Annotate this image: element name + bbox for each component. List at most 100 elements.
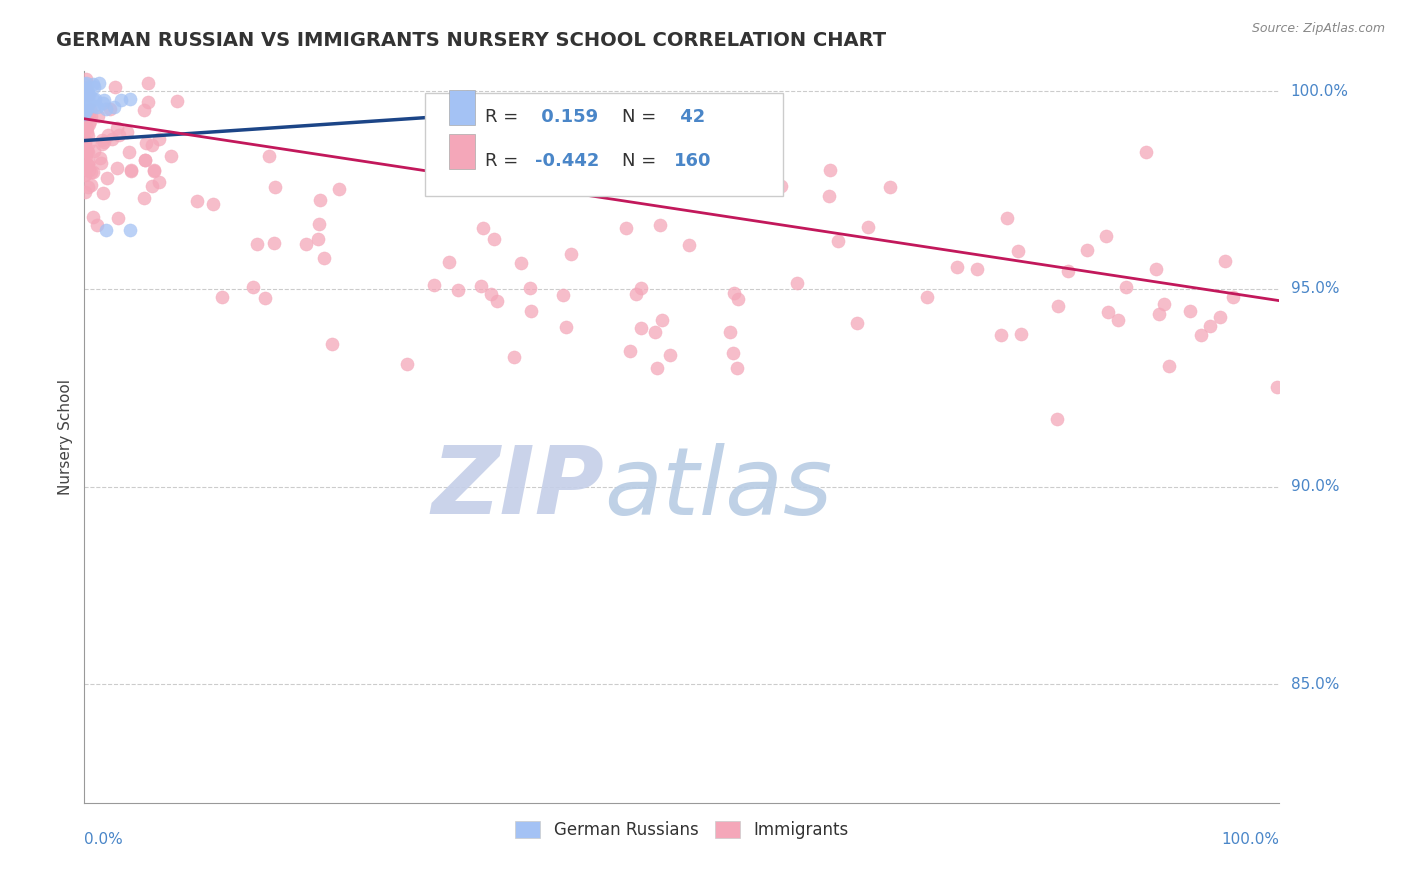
Point (242, 279, 264, 293)
Point (725, 360, 748, 375)
Point (761, 151, 783, 165)
Point (91, 186, 114, 201)
Point (120, 163, 142, 178)
Point (479, 287, 502, 301)
Point (246, 237, 269, 252)
Point (1076, 243, 1098, 257)
Point (134, 153, 156, 167)
Point (96, 170, 118, 185)
Point (295, 237, 318, 252)
Point (486, 294, 509, 309)
Point (76, 85, 98, 99)
Point (91, 96, 114, 111)
Point (1094, 229, 1116, 244)
Point (76, 81, 98, 95)
Point (89, 151, 111, 165)
Point (101, 131, 124, 145)
Point (786, 277, 808, 291)
Point (73, 131, 96, 145)
Point (98, 103, 121, 117)
Point (141, 178, 163, 193)
Point (1097, 305, 1119, 319)
Point (1209, 310, 1232, 324)
Point (75, 72, 97, 87)
Point (90, 155, 112, 169)
Point (437, 254, 460, 268)
Point (75, 95, 97, 110)
Point (73, 77, 96, 91)
Point (73, 160, 96, 174)
Text: ZIP: ZIP (432, 442, 605, 534)
Point (945, 260, 967, 275)
Point (79, 102, 101, 116)
Point (77, 87, 100, 102)
Point (73, 87, 96, 102)
Point (75, 81, 97, 95)
Point (1107, 312, 1129, 326)
Text: R =: R = (485, 108, 523, 126)
Point (73, 97, 96, 112)
Point (82, 92, 104, 106)
Point (80, 178, 103, 193)
Text: Source: ZipAtlas.com: Source: ZipAtlas.com (1251, 22, 1385, 36)
Point (83, 144, 105, 158)
Point (79, 113, 101, 128)
Point (75, 103, 97, 118)
Point (83, 99, 105, 113)
Point (1135, 145, 1157, 159)
Point (77, 158, 100, 172)
FancyBboxPatch shape (425, 94, 783, 195)
Point (614, 221, 637, 235)
Point (75, 96, 97, 111)
Text: 95.0%: 95.0% (1291, 281, 1339, 296)
Point (551, 287, 574, 301)
Point (263, 236, 285, 251)
Point (503, 350, 526, 364)
Point (520, 303, 543, 318)
Point (75, 85, 97, 99)
Point (519, 281, 541, 295)
Point (117, 125, 139, 139)
Point (166, 95, 188, 109)
Point (75, 136, 97, 151)
Point (148, 132, 170, 146)
Point (94, 222, 117, 236)
Text: 100.0%: 100.0% (1222, 832, 1279, 847)
Point (77, 145, 100, 160)
Point (135, 136, 157, 150)
Point (995, 211, 1018, 225)
Point (105, 161, 128, 175)
Point (211, 290, 233, 304)
Point (818, 162, 841, 177)
Point (76, 144, 98, 158)
Point (723, 285, 745, 300)
Point (134, 153, 156, 167)
Point (96, 103, 118, 117)
Point (73, 87, 96, 102)
Point (77, 129, 100, 144)
Point (645, 360, 668, 375)
Point (1267, 380, 1289, 394)
Point (259, 149, 281, 163)
Point (312, 251, 335, 265)
Point (1010, 326, 1032, 341)
Point (856, 219, 879, 234)
Point (1147, 307, 1170, 321)
Point (560, 247, 582, 261)
Point (75, 120, 97, 134)
Point (141, 138, 163, 153)
Point (93, 93, 115, 107)
Point (77, 107, 100, 121)
Point (105, 121, 128, 136)
Text: 85.0%: 85.0% (1291, 677, 1339, 691)
Point (75, 185, 97, 199)
Point (79, 95, 101, 110)
Point (90, 132, 112, 146)
Point (73, 135, 96, 149)
Point (754, 136, 776, 150)
Point (73, 102, 96, 116)
Point (308, 217, 330, 231)
Point (509, 256, 531, 270)
Point (718, 325, 741, 339)
Point (86, 218, 108, 232)
